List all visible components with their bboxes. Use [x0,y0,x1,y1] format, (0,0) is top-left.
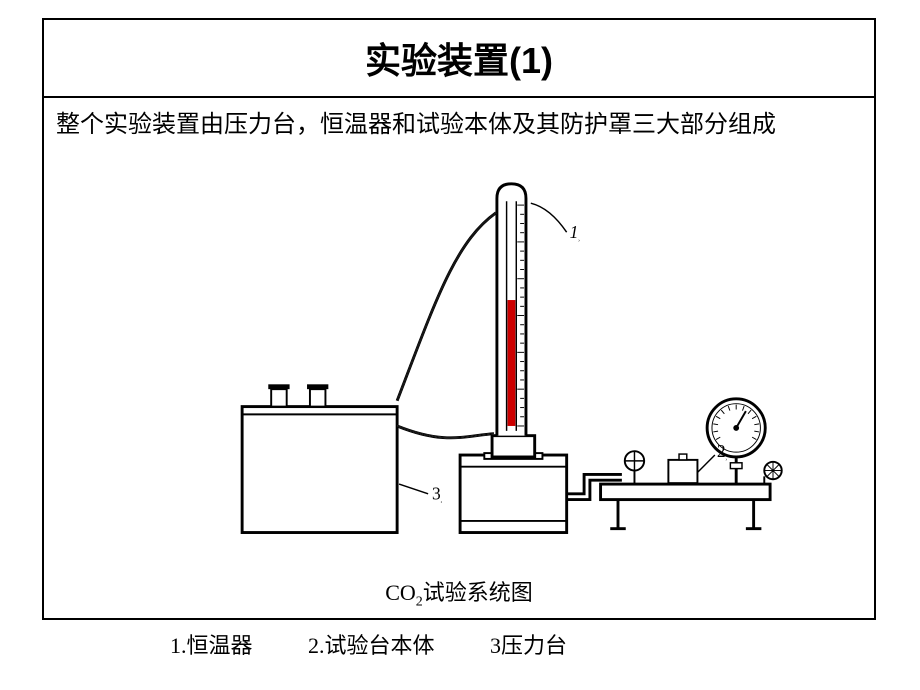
caption-prefix: CO [385,580,416,605]
svg-text:˒: ˒ [577,234,580,245]
legend-item-1: 1.恒温器 [170,633,253,658]
title-bar: 实验装置(1) [44,20,874,98]
slide-frame: 实验装置(1) 整个实验装置由压力台，恒温器和试验本体及其防护罩三大部分组成 1… [42,18,876,620]
svg-text:˒: ˒ [725,453,728,464]
content-area: 整个实验装置由压力台，恒温器和试验本体及其防护罩三大部分组成 1˒2˒3˒ CO… [44,98,874,618]
caption-suffix: 试验系统图 [423,580,533,605]
legend: 1.恒温器 2.试验台本体 3压力台 [170,628,870,660]
page-title: 实验装置(1) [365,32,553,84]
legend-item-3: 3压力台 [490,633,567,658]
apparatus-diagram: 1˒2˒3˒ [184,148,804,578]
description-text: 整个实验装置由压力台，恒温器和试验本体及其防护罩三大部分组成 [56,106,862,144]
caption-sub: 2 [416,594,423,609]
legend-item-2: 2.试验台本体 [308,633,435,658]
svg-text:˒: ˒ [440,495,443,506]
diagram-svg: 1˒2˒3˒ [184,148,804,578]
diagram-caption: CO2试验系统图 [44,575,874,610]
